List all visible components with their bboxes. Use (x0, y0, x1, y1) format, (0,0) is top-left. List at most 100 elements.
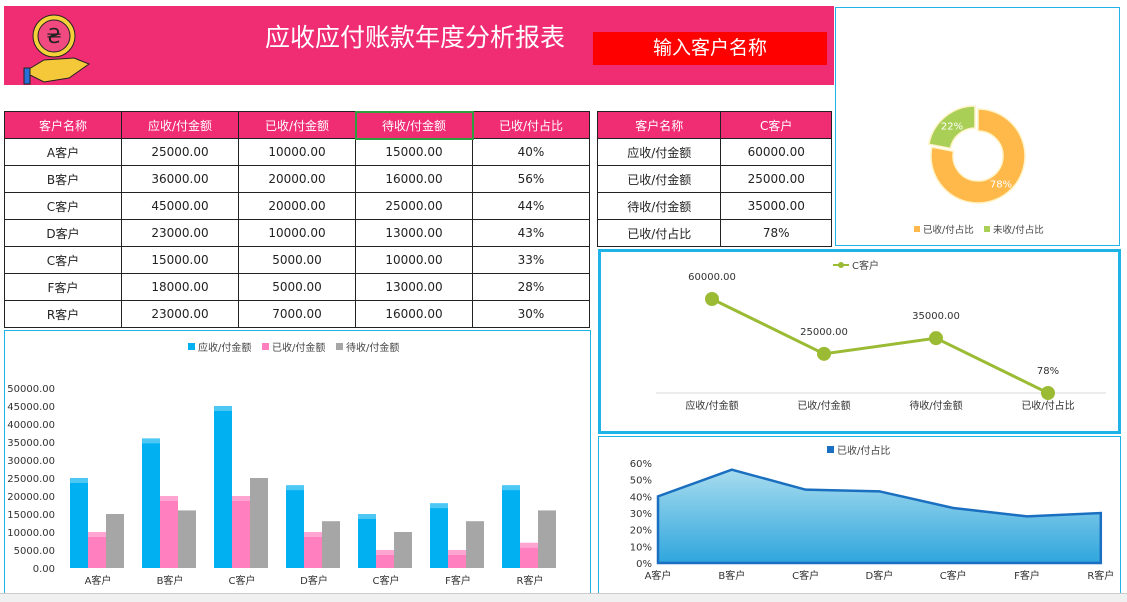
bar (430, 503, 448, 568)
table-cell[interactable]: 20000.00 (238, 192, 356, 220)
table-cell[interactable]: 33% (472, 246, 590, 274)
table-cell[interactable]: 已收/付金额 (596, 165, 722, 193)
x-tick-label: D客户 (300, 574, 328, 587)
data-point (705, 292, 719, 306)
data-label: 25000.00 (800, 327, 848, 338)
table-cell[interactable]: R客户 (4, 300, 122, 328)
table-cell[interactable]: D客户 (4, 219, 122, 247)
customer-summary-table: 客户名称 应收/付金额 已收/付金额 待收/付金额 已收/付占比 A客户 25000.00… (4, 111, 590, 328)
y-tick-label: 10000.00 (7, 528, 55, 539)
legend-label: 未收/付占比 (993, 224, 1044, 236)
y-tick-label: 15000.00 (7, 510, 55, 521)
table-cell[interactable]: 20000.00 (238, 165, 356, 193)
table-cell[interactable]: 13000.00 (355, 219, 473, 247)
bar (232, 496, 250, 568)
input-customer-name-button[interactable]: 输入客户名称 (593, 32, 827, 65)
bar (214, 406, 232, 568)
bar-highlight (448, 550, 466, 555)
area-chart: 0% 10% 20% 30% 40% 50% 60% 已收/付占比 A客户 B客户 C客户 D客户 C客… (630, 444, 1115, 582)
area-series (656, 468, 1103, 565)
bar (88, 532, 106, 568)
table-cell[interactable]: 25000.00 (720, 165, 832, 193)
bar (70, 478, 88, 568)
bar (448, 550, 466, 568)
table-cell[interactable]: 16000.00 (355, 165, 473, 193)
x-tick-label: B客户 (157, 574, 184, 587)
bar (466, 521, 484, 568)
column-header: C客户 (720, 111, 832, 139)
sheet-tab-bar[interactable] (0, 593, 1127, 602)
donut-slice (930, 108, 1026, 204)
table-cell[interactable]: 13000.00 (355, 273, 473, 301)
x-tick-label: C客户 (373, 574, 400, 587)
column-header: 已收/付金额 (238, 111, 356, 139)
table-cell[interactable]: 30% (472, 300, 590, 328)
table-cell[interactable]: B客户 (4, 165, 122, 193)
table-cell[interactable]: 10000.00 (355, 246, 473, 274)
table-cell[interactable]: C客户 (4, 246, 122, 274)
x-tick-label: F客户 (445, 574, 471, 587)
customer-detail-table: 客户名称 C客户 应收/付金额 60000.00 已收/付金额 25000.00 待收/付… (596, 111, 832, 247)
bar-highlight (358, 514, 376, 519)
x-tick-label: R客户 (517, 574, 544, 587)
legend-marker (914, 226, 920, 232)
table-cell[interactable]: C客户 (4, 192, 122, 220)
bar-highlight (502, 485, 520, 491)
bar-highlight (142, 438, 160, 444)
table-cell[interactable]: 应收/付金额 (596, 138, 722, 166)
table-cell[interactable]: 40% (472, 138, 590, 166)
table-cell[interactable]: 10000.00 (238, 138, 356, 166)
legend-label: 已收/付占比 (923, 224, 974, 236)
table-cell[interactable]: F客户 (4, 273, 122, 301)
area-chart-panel: 0% 10% 20% 30% 40% 50% 60% 已收/付占比 A客户 B客户 C客户 D客户 C客… (598, 436, 1121, 595)
money-hand-logo-icon: ₴ (22, 14, 91, 85)
table-cell[interactable]: 36000.00 (121, 165, 239, 193)
line-chart-panel: C客户 60000.00 应收/付金额 25000.00 已收/付金额 35000.00 待… (598, 249, 1121, 434)
bar (286, 485, 304, 568)
table-cell[interactable]: 25000.00 (355, 192, 473, 220)
table-cell[interactable]: 10000.00 (238, 219, 356, 247)
table-cell[interactable]: 60000.00 (720, 138, 832, 166)
x-tick-label: C客户 (229, 574, 256, 587)
table-cell[interactable]: 25000.00 (121, 138, 239, 166)
bar-chart-panel: 0.00 5000.00 10000.00 15000.00 20000.00 25000… (4, 330, 591, 595)
table-cell[interactable]: 15000.00 (121, 246, 239, 274)
x-tick-label: C客户 (792, 569, 819, 582)
table-row: R客户 23000.00 7000.00 16000.00 30% (4, 300, 590, 328)
table-cell[interactable]: A客户 (4, 138, 122, 166)
y-tick-label: 30000.00 (7, 456, 55, 467)
table-cell[interactable]: 18000.00 (121, 273, 239, 301)
legend-label: 已收/付占比 (837, 444, 890, 457)
table-row: F客户 18000.00 5000.00 13000.00 28% (4, 273, 590, 301)
table-cell[interactable]: 23000.00 (121, 300, 239, 328)
table-row: 应收/付金额 60000.00 (596, 138, 832, 166)
bar (538, 510, 556, 568)
table-cell[interactable]: 78% (720, 219, 832, 247)
table-cell[interactable]: 56% (472, 165, 590, 193)
table-row: B客户 36000.00 20000.00 16000.00 56% (4, 165, 590, 193)
table-cell[interactable]: 待收/付金额 (596, 192, 722, 220)
legend-label: 待收/付金额 (346, 341, 399, 354)
selected-cell (355, 111, 474, 140)
x-tick-label: B客户 (718, 569, 745, 582)
bar-highlight (214, 406, 232, 411)
legend-marker (984, 226, 990, 232)
report-title: 应收应付账款年度分析报表 (264, 23, 565, 52)
table-cell[interactable]: 5000.00 (238, 273, 356, 301)
y-tick-label: 0.00 (33, 564, 55, 575)
x-tick-label: 已收/付占比 (1021, 399, 1074, 412)
table-cell[interactable]: 23000.00 (121, 219, 239, 247)
table-cell[interactable]: 44% (472, 192, 590, 220)
table-cell[interactable]: 43% (472, 219, 590, 247)
table-cell[interactable]: 5000.00 (238, 246, 356, 274)
table-cell[interactable]: 7000.00 (238, 300, 356, 328)
table-cell[interactable]: 45000.00 (121, 192, 239, 220)
data-label: 60000.00 (688, 272, 736, 283)
table-cell[interactable]: 16000.00 (355, 300, 473, 328)
table-cell[interactable]: 28% (472, 273, 590, 301)
bar-highlight (286, 485, 304, 491)
table-cell[interactable]: 已收/付占比 (596, 219, 722, 247)
data-label: 78% (1037, 366, 1059, 377)
table-cell[interactable]: 15000.00 (355, 138, 473, 166)
table-cell[interactable]: 35000.00 (720, 192, 832, 220)
